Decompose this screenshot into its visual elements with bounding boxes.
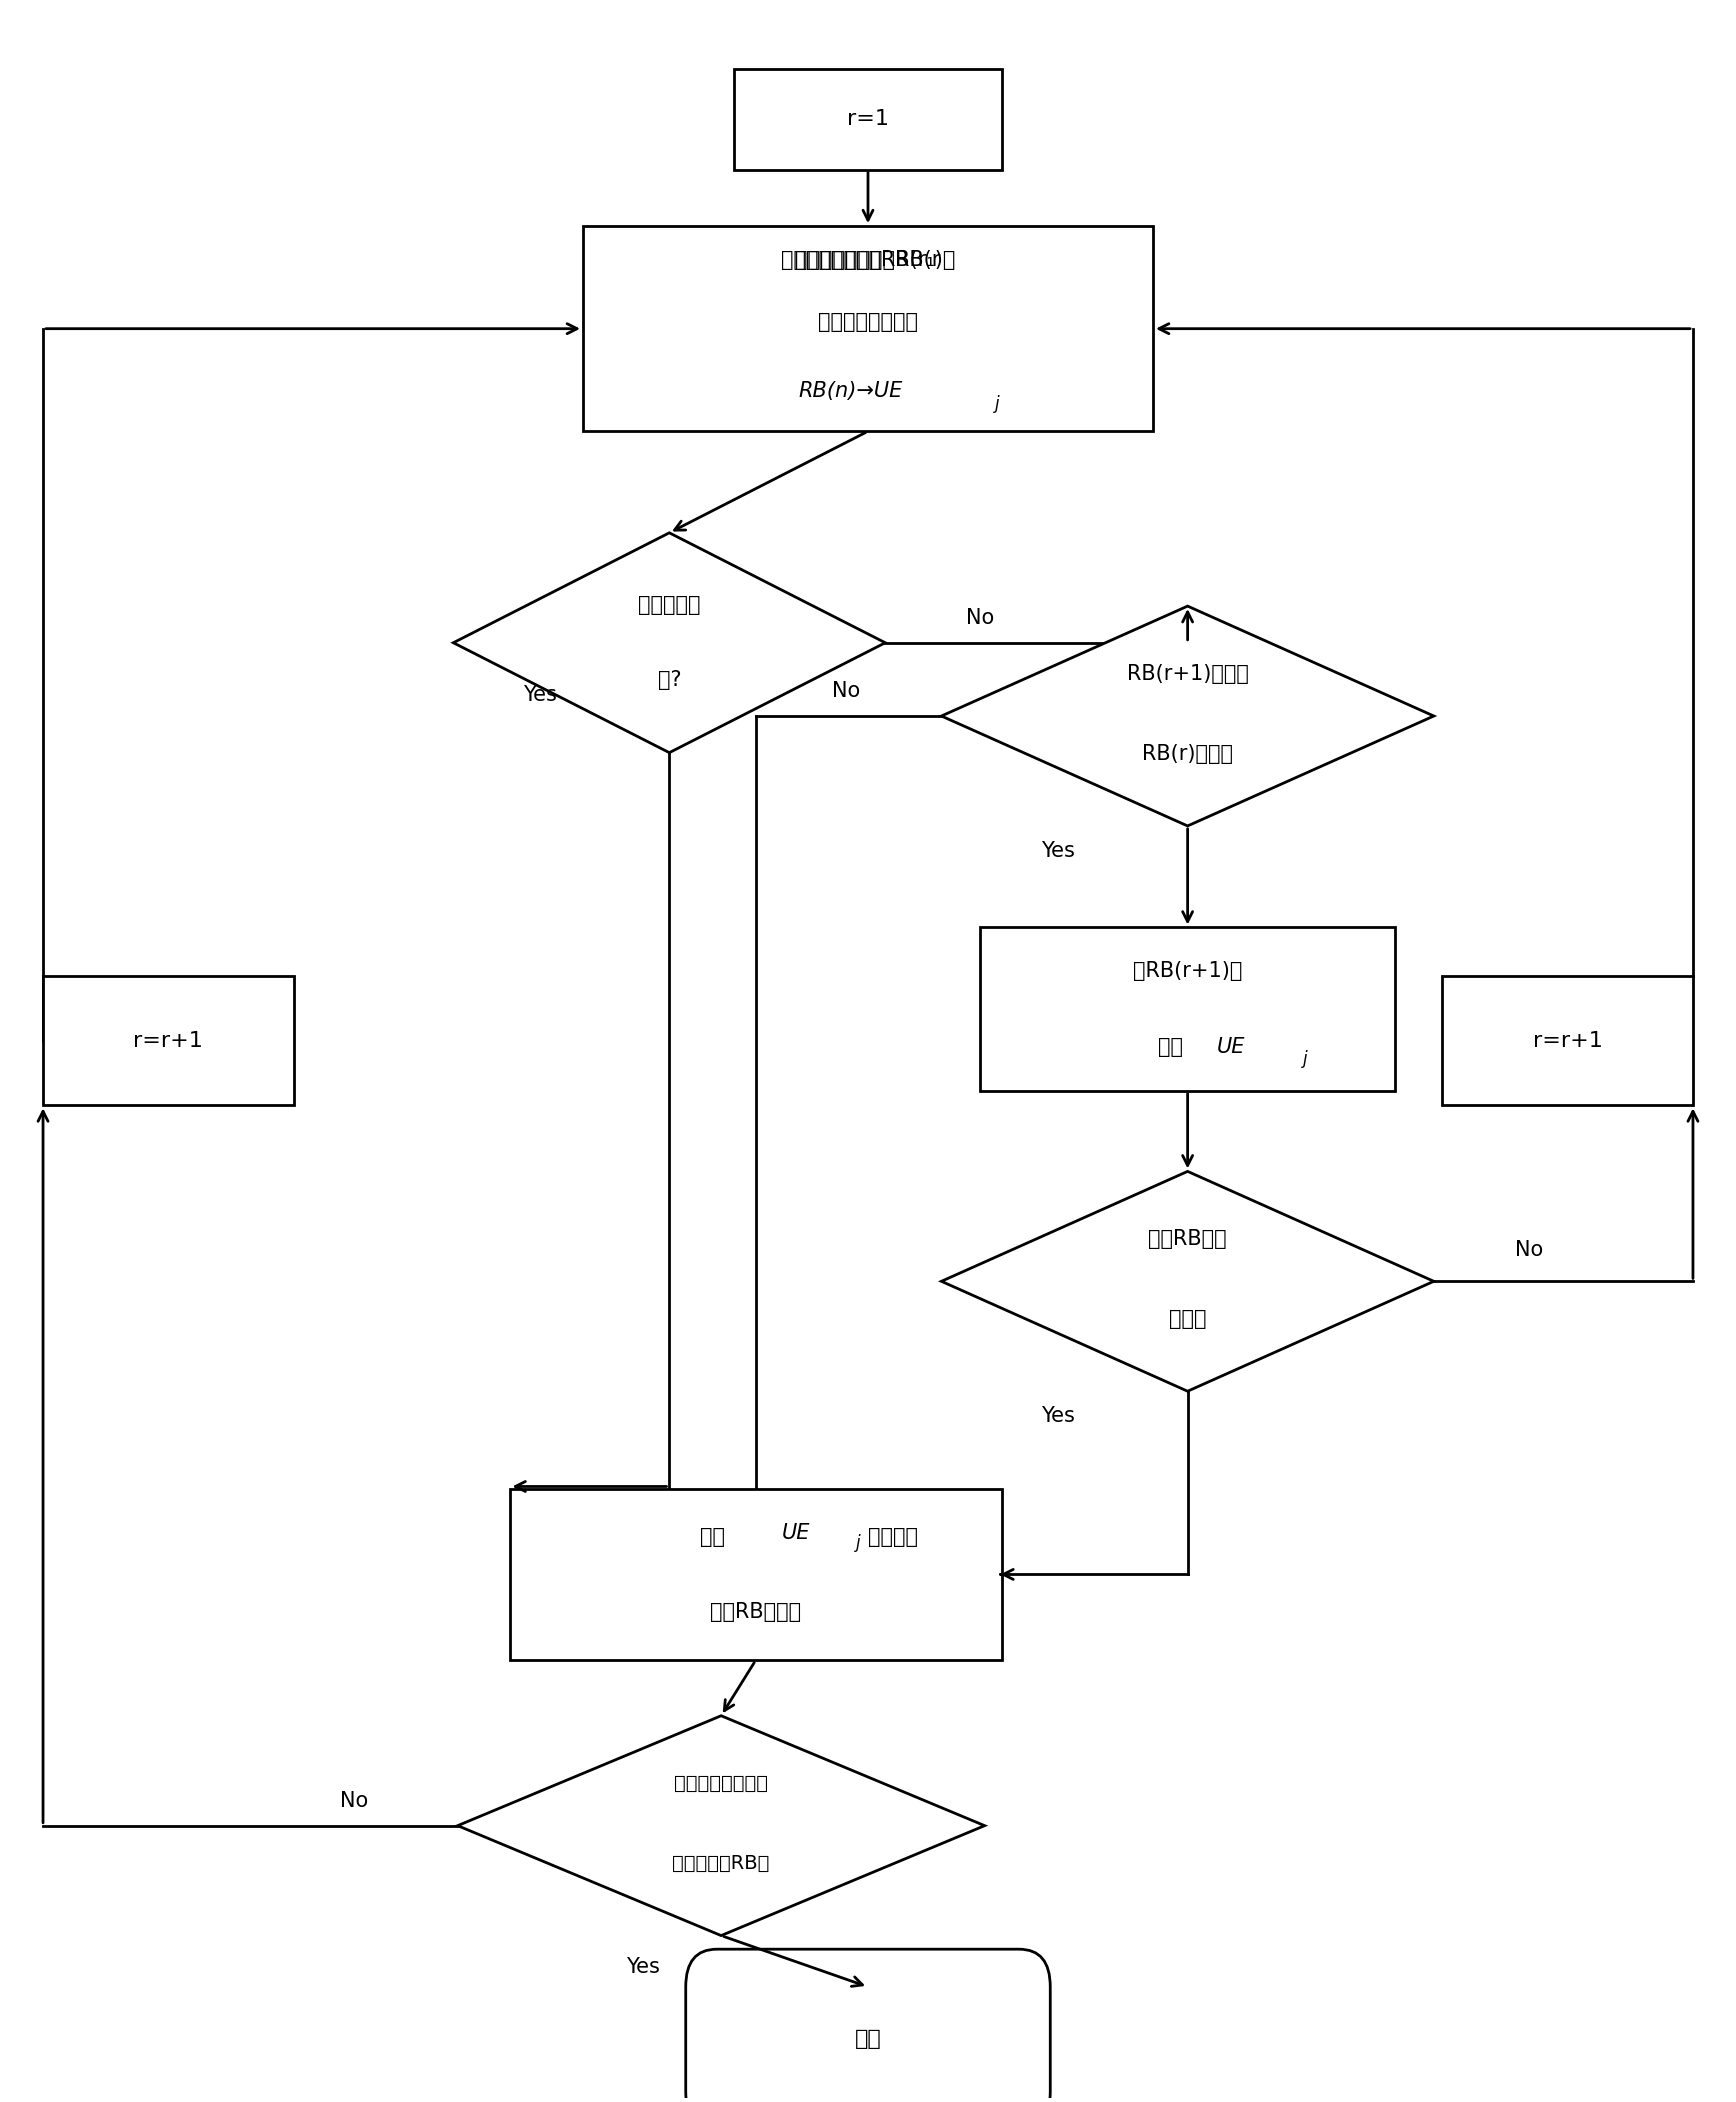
Text: 删除: 删除	[700, 1526, 726, 1547]
Polygon shape	[941, 605, 1434, 826]
Text: UE: UE	[781, 1522, 811, 1543]
Text: Yes: Yes	[1042, 1406, 1075, 1427]
FancyBboxPatch shape	[43, 975, 293, 1106]
Text: 寻找优先级矩阵中RB(r₁)对: 寻找优先级矩阵中RB(r₁)对	[781, 250, 955, 269]
Text: 所有用户均被遍历: 所有用户均被遍历	[674, 1774, 767, 1793]
Polygon shape	[458, 1715, 984, 1936]
Text: Yes: Yes	[1042, 841, 1075, 862]
FancyBboxPatch shape	[1443, 975, 1693, 1106]
FancyBboxPatch shape	[583, 227, 1153, 431]
Text: 配给: 配给	[1158, 1036, 1182, 1057]
Text: j: j	[995, 395, 1000, 414]
Polygon shape	[453, 532, 885, 753]
Text: No: No	[967, 607, 995, 628]
Text: 上限？: 上限？	[1168, 1310, 1207, 1328]
Text: j: j	[856, 1534, 861, 1551]
Text: r=1: r=1	[847, 109, 889, 130]
Text: 寻找优先级矩阵中RB(r: 寻找优先级矩阵中RB(r	[795, 250, 941, 269]
Text: No: No	[832, 681, 861, 700]
FancyBboxPatch shape	[509, 1488, 1002, 1661]
Text: No: No	[1516, 1240, 1543, 1259]
Text: 满足用户需: 满足用户需	[639, 595, 701, 616]
Text: No: No	[340, 1791, 368, 1810]
Text: r=r+1: r=r+1	[134, 1030, 203, 1051]
Text: r=r+1: r=r+1	[1533, 1030, 1602, 1051]
Text: 将RB(r+1)分: 将RB(r+1)分	[1134, 961, 1243, 982]
Text: 达到RB数目: 达到RB数目	[1147, 1230, 1227, 1249]
Text: Yes: Yes	[627, 1957, 660, 1978]
Text: 或是无剩余RB？: 或是无剩余RB？	[672, 1854, 769, 1873]
Text: 列即其所: 列即其所	[868, 1526, 918, 1547]
Text: 分配RB对应列: 分配RB对应列	[710, 1602, 802, 1623]
Text: 结束: 结束	[854, 2028, 882, 2049]
FancyBboxPatch shape	[981, 927, 1396, 1091]
Text: j: j	[1302, 1051, 1307, 1068]
Polygon shape	[941, 1171, 1434, 1392]
FancyBboxPatch shape	[686, 1949, 1050, 2102]
Text: 求?: 求?	[658, 671, 681, 689]
FancyBboxPatch shape	[734, 69, 1002, 170]
Text: RB(r)连续？: RB(r)连续？	[1142, 744, 1233, 763]
Text: RB(r+1)是否与: RB(r+1)是否与	[1127, 664, 1248, 683]
Text: 应行中的最大值，: 应行中的最大值，	[818, 313, 918, 332]
Text: Yes: Yes	[523, 685, 557, 704]
Text: UE: UE	[1217, 1036, 1245, 1057]
Text: RB(n)→UE: RB(n)→UE	[799, 380, 903, 401]
